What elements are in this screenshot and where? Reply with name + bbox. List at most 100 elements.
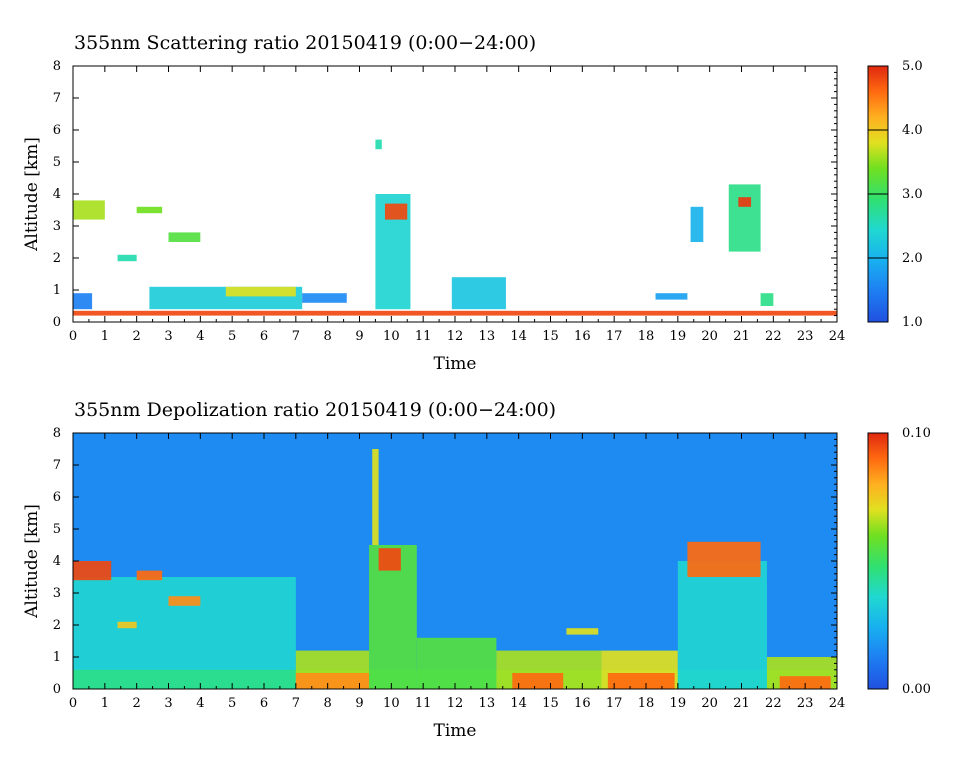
y-tick-label: 7 bbox=[53, 458, 61, 473]
y-tick-label: 0 bbox=[53, 315, 61, 330]
chart-title: 355nm Scattering ratio 20150419 (0:00−24… bbox=[74, 32, 536, 54]
chart-title: 355nm Depolization ratio 20150419 (0:00−… bbox=[74, 399, 556, 421]
y-tick-label: 1 bbox=[53, 650, 61, 665]
x-tick-label: 14 bbox=[510, 329, 527, 344]
x-tick-label: 9 bbox=[355, 696, 363, 711]
x-tick-label: 3 bbox=[164, 329, 172, 344]
x-tick-label: 0 bbox=[69, 329, 77, 344]
x-tick-label: 16 bbox=[574, 329, 591, 344]
x-tick-label: 19 bbox=[670, 696, 687, 711]
heatmap-region bbox=[738, 197, 752, 207]
heatmap-region bbox=[136, 570, 163, 581]
x-tick-label: 12 bbox=[447, 329, 464, 344]
scattering-ratio-panel: 355nm Scattering ratio 20150419 (0:00−24… bbox=[22, 32, 923, 374]
heatmap-region bbox=[375, 139, 382, 150]
x-tick-label: 5 bbox=[228, 696, 236, 711]
x-tick-label: 21 bbox=[733, 329, 750, 344]
heatmap-region bbox=[655, 293, 688, 300]
x-tick-label: 8 bbox=[324, 696, 332, 711]
y-axis-label: Altitude [km] bbox=[22, 137, 42, 252]
colorbar-tick-label: 4.0 bbox=[902, 123, 923, 138]
x-tick-label: 12 bbox=[447, 696, 464, 711]
x-tick-label: 15 bbox=[542, 329, 559, 344]
heatmap-region bbox=[225, 286, 296, 297]
x-tick-label: 15 bbox=[542, 696, 559, 711]
x-tick-label: 21 bbox=[733, 696, 750, 711]
y-tick-label: 1 bbox=[53, 283, 61, 298]
heatmap-region bbox=[73, 310, 837, 316]
colorbar-ticks: 0.10 0.00 bbox=[868, 426, 931, 697]
heatmap-region bbox=[760, 293, 774, 306]
heatmap-region bbox=[512, 673, 564, 689]
x-tick-label: 7 bbox=[292, 329, 300, 344]
y-tick-label: 4 bbox=[53, 554, 61, 569]
x-tick-label: 24 bbox=[829, 696, 846, 711]
heatmap-region bbox=[168, 232, 201, 242]
heatmap-region bbox=[73, 561, 112, 581]
x-tick-label: 2 bbox=[133, 329, 141, 344]
x-tick-label: 7 bbox=[292, 696, 300, 711]
colorbar-tick-label: 0.10 bbox=[902, 426, 931, 441]
colorbar-ticks: 5.0 4.0 3.0 2.0 1.0 bbox=[868, 59, 923, 330]
x-axis: 0 1 2 3 4 5 6 7 8 9 10 11 12 13 14 15 16 17 18 19 20 21 22 23 24 bbox=[69, 66, 845, 344]
x-tick-label: 14 bbox=[510, 696, 527, 711]
heatmap-region bbox=[690, 206, 704, 242]
y-tick-label: 5 bbox=[53, 522, 61, 537]
heatmap-region bbox=[117, 254, 137, 262]
heatmap-region bbox=[168, 596, 201, 606]
heatmap-region bbox=[117, 621, 137, 629]
y-tick-label: 6 bbox=[53, 123, 61, 138]
heatmap-region bbox=[136, 206, 163, 214]
y-axis: 0 1 2 3 4 5 6 7 8 bbox=[53, 426, 837, 697]
x-tick-label: 13 bbox=[479, 329, 496, 344]
x-tick-label: 23 bbox=[797, 696, 814, 711]
heatmap-region bbox=[384, 203, 408, 220]
heatmap-region bbox=[677, 561, 767, 689]
heatmap-region bbox=[687, 541, 761, 577]
x-tick-label: 10 bbox=[383, 329, 400, 344]
x-tick-label: 8 bbox=[324, 329, 332, 344]
x-axis: 0 1 2 3 4 5 6 7 8 9 10 11 12 13 14 15 16 17 18 19 20 21 22 23 24 bbox=[69, 433, 845, 711]
y-axis: 0 1 2 3 4 5 6 7 8 bbox=[53, 59, 837, 330]
x-tick-label: 1 bbox=[101, 696, 109, 711]
heatmap-region bbox=[302, 293, 347, 303]
x-tick-label: 11 bbox=[415, 696, 432, 711]
x-tick-label: 6 bbox=[260, 329, 268, 344]
heatmap-region bbox=[73, 293, 93, 310]
colorbar-tick-label: 5.0 bbox=[902, 59, 923, 74]
y-tick-label: 3 bbox=[53, 586, 61, 601]
x-tick-label: 11 bbox=[415, 329, 432, 344]
x-tick-label: 18 bbox=[638, 696, 655, 711]
x-tick-label: 23 bbox=[797, 329, 814, 344]
x-tick-label: 4 bbox=[196, 329, 204, 344]
heatmap-cells bbox=[73, 433, 837, 689]
x-tick-label: 19 bbox=[670, 329, 687, 344]
x-tick-label: 16 bbox=[574, 696, 591, 711]
y-tick-label: 2 bbox=[53, 618, 61, 633]
x-tick-label: 22 bbox=[765, 696, 782, 711]
heatmap-region bbox=[295, 673, 370, 689]
colorbar-tick-label: 0.00 bbox=[902, 682, 931, 697]
y-tick-label: 5 bbox=[53, 155, 61, 170]
x-tick-label: 17 bbox=[606, 696, 623, 711]
x-tick-label: 20 bbox=[701, 696, 718, 711]
x-tick-label: 3 bbox=[164, 696, 172, 711]
x-tick-label: 13 bbox=[479, 696, 496, 711]
heatmap-region bbox=[607, 673, 675, 689]
heatmap-region bbox=[451, 277, 506, 310]
y-tick-label: 3 bbox=[53, 219, 61, 234]
heatmap-region bbox=[416, 637, 497, 689]
colorbar-tick-label: 1.0 bbox=[902, 315, 923, 330]
heatmap-region bbox=[779, 676, 831, 689]
colorbar bbox=[867, 432, 889, 690]
y-tick-label: 6 bbox=[53, 490, 61, 505]
x-tick-label: 24 bbox=[829, 329, 846, 344]
heatmap-region bbox=[372, 449, 379, 545]
heatmap-region bbox=[566, 628, 599, 635]
y-tick-label: 7 bbox=[53, 91, 61, 106]
x-axis-label: Time bbox=[434, 721, 477, 741]
heatmap-cells bbox=[73, 139, 837, 316]
y-tick-label: 0 bbox=[53, 682, 61, 697]
x-tick-label: 10 bbox=[383, 696, 400, 711]
